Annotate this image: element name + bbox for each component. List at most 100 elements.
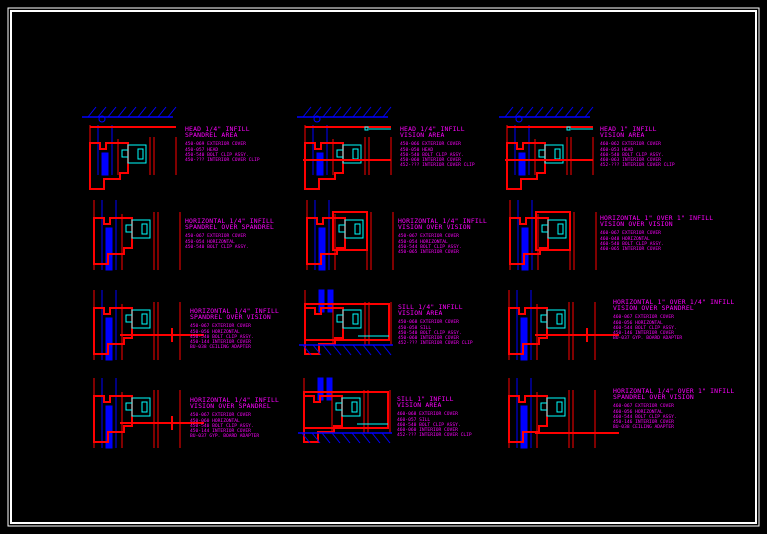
glass-pane (326, 377, 333, 401)
hatch-line (362, 106, 372, 118)
hatch-line (341, 432, 351, 444)
part-callout: 460-060 INTERIOR COVER (397, 427, 458, 433)
section-detail (93, 200, 181, 271)
part-callout: 460-057 SILL (397, 417, 431, 423)
part-callout: BU-037 GYP. BOARD ADAPTER (190, 434, 260, 440)
glass-pane (316, 152, 324, 176)
hatch-line (97, 106, 107, 118)
part-callout: 452-??? INTERIOR COVER CLIP (397, 433, 472, 439)
detail-label: HORIZONTAL 1/4" INFILL VISION OVER VISION… (398, 218, 487, 256)
detail-label: SILL 1" INFILL VISION AREA 460-068 EXTERIO… (397, 396, 472, 439)
hatch-line (372, 106, 382, 118)
horizontal-box (535, 211, 571, 251)
part-callout: 450-058 SILL (398, 325, 432, 331)
hatch-line (382, 344, 392, 356)
hatch-line (554, 106, 564, 118)
part-callout: 460-065 INTERIOR COVER (600, 246, 661, 252)
bolt-clip-tab (125, 402, 133, 411)
detail-title: VISION OVER VISION (398, 223, 471, 232)
part-callout: 460-540 BOLT CLIP ASSY. (600, 241, 664, 247)
bolt (137, 148, 144, 160)
hatch-line (362, 344, 372, 356)
bolt-clip-tab (125, 314, 133, 323)
part-callout: 460-067 EXTERIOR COVER (600, 231, 661, 237)
hatch-line (371, 432, 381, 444)
part-callout: 450-050 HEAD (400, 147, 434, 153)
hatch-line (322, 344, 332, 356)
part-callout: 452-??? INTERIOR COVER CLIP (400, 163, 475, 169)
part-callout: 450-540 BOLT CLIP ASSY. (400, 152, 464, 158)
section-detail (499, 106, 594, 190)
bolt-clip-tab (335, 402, 343, 411)
hatch-line (544, 106, 554, 118)
hatch-line (87, 106, 97, 118)
mullion-profile (304, 142, 344, 190)
part-callout: 460-540 BOLT CLIP ASSY. (600, 152, 664, 158)
hatch-line (574, 106, 584, 118)
hatch-line (381, 432, 391, 444)
detail-title: HORIZONTAL 1/4" OVER 1" INFILL (613, 387, 735, 395)
section-detail (93, 378, 204, 449)
detail-title: HORIZONTAL 1" OVER 1" INFILL (600, 214, 714, 222)
detail-label: HORIZONTAL 1/4" INFILL SPANDREL OVER VISI… (190, 308, 279, 351)
part-callout: 460-540 BOLT CLIP ASSY. (397, 422, 461, 428)
bolt (352, 148, 359, 160)
glass-pane (318, 227, 326, 271)
section-detail (299, 289, 393, 356)
part-callout: 450-056 HORIZONTAL (190, 329, 240, 335)
detail-title: SPANDREL OVER SPANDREL (185, 223, 275, 232)
detail-title: VISION OVER VISION (600, 220, 673, 229)
part-callout: 450-067 EXTERIOR COVER (190, 324, 251, 330)
hatch-line (352, 106, 362, 118)
detail-title: HORIZONTAL 1/4" INFILL (398, 217, 488, 225)
detail-title: VISION AREA (397, 401, 442, 410)
hatch-line (137, 106, 147, 118)
part-callout: 450-054 HORIZONTAL (398, 239, 448, 245)
hatch-line (584, 106, 594, 118)
sheet-border-inner (10, 10, 757, 524)
bolt (556, 401, 563, 413)
mullion-profile (304, 307, 344, 355)
bolt (141, 223, 148, 235)
bolt (141, 401, 148, 413)
part-callout: BU-038 CEILING ADAPTER (190, 345, 251, 351)
hatch-line (312, 344, 322, 356)
section-detail (93, 290, 204, 361)
part-callout: 452-??? INTERIOR COVER CLIP (398, 341, 473, 347)
bolt (556, 313, 563, 325)
part-callout: 450-144 INTERIOR COVER (190, 339, 251, 345)
bolt-clip-tab (336, 314, 344, 323)
backer-rod (98, 115, 106, 123)
part-callout: 450-067 EXTERIOR COVER (398, 234, 459, 240)
backer-rod (515, 115, 523, 123)
sheet-border-outer (7, 7, 760, 527)
part-callout: 460-056 HORIZONTAL (613, 320, 663, 326)
mullion-profile (93, 307, 133, 355)
hatch-line (514, 106, 524, 118)
mullion-profile (93, 395, 133, 443)
bolt-clip-tab (121, 149, 129, 158)
part-callout: BU-038 CEILING ADAPTER (613, 425, 674, 431)
bolt (554, 148, 561, 160)
bolt (351, 401, 358, 413)
hatch-line (157, 106, 167, 118)
section-detail (508, 378, 619, 449)
detail-title: HORIZONTAL 1/4" INFILL (190, 307, 280, 315)
part-callout: 450-054 HORIZONTAL (185, 239, 235, 245)
bolt (352, 313, 359, 325)
bolt-clip-tab (125, 224, 133, 233)
bolt-clip-tab (336, 149, 344, 158)
bolt (557, 223, 564, 235)
detail-label: SILL 1/4" INFILL VISION AREA 450-068 EXTER… (398, 304, 473, 347)
detail-title: VISION AREA (398, 309, 443, 318)
detail-label: HORIZONTAL 1/4" INFILL VISION OVER SPANDR… (190, 397, 279, 440)
sill-box (303, 391, 389, 429)
part-callout: 450-540 BOLT CLIP ASSY. (398, 330, 462, 336)
part-callout: 450-060 HORIZONTAL (190, 418, 240, 424)
section-detail (298, 377, 392, 444)
detail-title: VISION AREA (400, 131, 445, 140)
mullion-profile (508, 307, 548, 355)
sill-box (304, 303, 390, 341)
hatch-line (332, 106, 342, 118)
bolt (354, 223, 361, 235)
